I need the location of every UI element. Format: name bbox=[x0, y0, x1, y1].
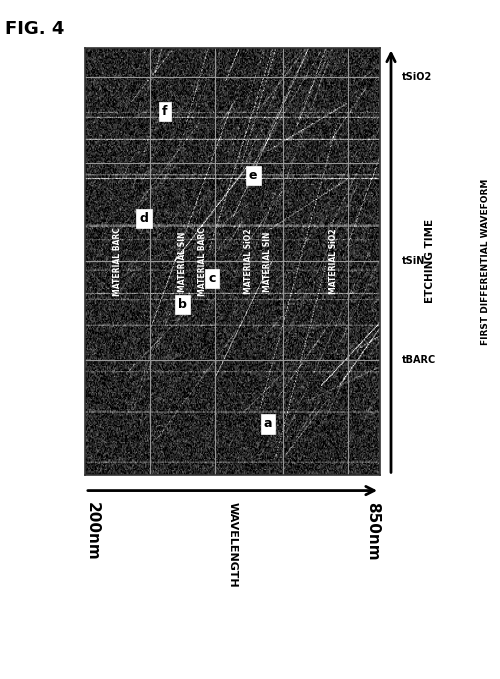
Text: c: c bbox=[208, 272, 216, 285]
Text: FIG. 4: FIG. 4 bbox=[5, 20, 64, 39]
Text: MATERIAL SIN: MATERIAL SIN bbox=[178, 231, 187, 292]
Text: d: d bbox=[140, 212, 148, 225]
Text: b: b bbox=[178, 297, 187, 311]
Text: f: f bbox=[162, 105, 168, 118]
Text: FIRST DIFFERENTIAL WAVEFORM: FIRST DIFFERENTIAL WAVEFORM bbox=[480, 178, 490, 345]
Text: 850nm: 850nm bbox=[365, 502, 380, 561]
Text: MATERIAL BARC: MATERIAL BARC bbox=[113, 227, 122, 296]
Text: tSiN: tSiN bbox=[402, 257, 425, 266]
Text: MATERIAL SIN: MATERIAL SIN bbox=[263, 231, 272, 292]
Text: a: a bbox=[264, 418, 272, 430]
Text: tBARC: tBARC bbox=[402, 355, 436, 365]
Text: MATERIAL BARC: MATERIAL BARC bbox=[198, 227, 207, 296]
Text: tSiO2: tSiO2 bbox=[402, 73, 432, 82]
Text: MATERIAL SiO2: MATERIAL SiO2 bbox=[244, 229, 253, 294]
Text: WAVELENGTH: WAVELENGTH bbox=[228, 502, 237, 588]
Text: 200nm: 200nm bbox=[85, 502, 100, 562]
Text: ETCHING TIME: ETCHING TIME bbox=[425, 219, 435, 304]
Text: e: e bbox=[249, 169, 258, 183]
Text: MATERIAL SiO2: MATERIAL SiO2 bbox=[329, 229, 338, 294]
